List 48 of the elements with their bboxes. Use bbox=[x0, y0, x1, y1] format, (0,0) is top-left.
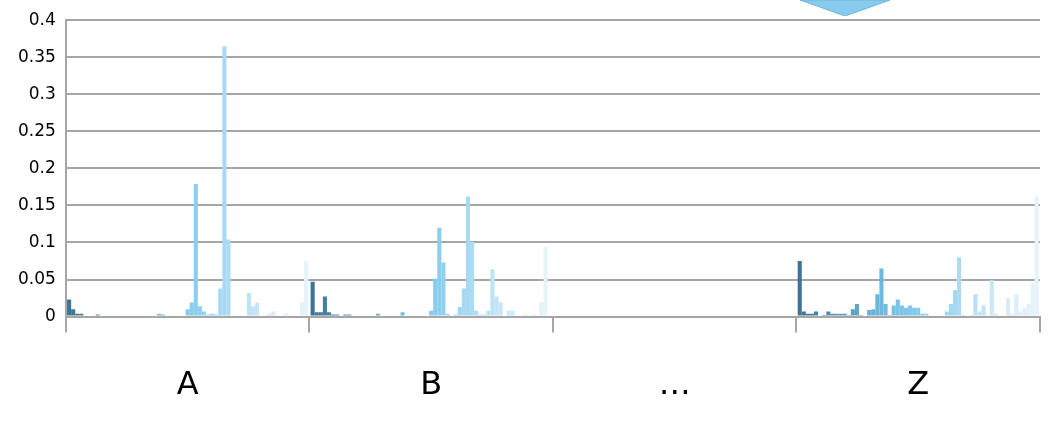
y-tick-label: 0.4 bbox=[28, 8, 56, 29]
bar bbox=[1034, 196, 1039, 316]
bar bbox=[826, 311, 831, 316]
bar bbox=[895, 299, 900, 316]
bar bbox=[271, 311, 276, 316]
y-tick-label: 0.2 bbox=[28, 156, 56, 177]
bar bbox=[1022, 307, 1027, 316]
x-tick-label: B bbox=[420, 364, 443, 403]
bar bbox=[981, 305, 986, 316]
bar bbox=[1006, 298, 1011, 316]
bar bbox=[67, 299, 72, 316]
bar bbox=[437, 227, 442, 316]
bar bbox=[1014, 294, 1019, 316]
bar bbox=[543, 246, 548, 316]
bar bbox=[193, 183, 198, 316]
bar bbox=[973, 294, 978, 316]
y-tick-label: 0.05 bbox=[17, 267, 56, 288]
y-tick-label: 0.1 bbox=[28, 230, 56, 251]
bar bbox=[222, 46, 227, 316]
bar bbox=[957, 257, 962, 316]
bar bbox=[255, 302, 260, 316]
bar bbox=[854, 304, 859, 316]
x-tick-label: … bbox=[658, 364, 691, 403]
bar bbox=[903, 307, 909, 316]
x-tick-label: Z bbox=[907, 364, 930, 403]
bar bbox=[908, 305, 913, 316]
bar bbox=[510, 310, 515, 316]
bar bbox=[989, 280, 994, 316]
bar bbox=[322, 296, 327, 316]
bar bbox=[797, 261, 802, 316]
bar bbox=[814, 311, 819, 316]
bar bbox=[465, 196, 470, 316]
x-tick-label: A bbox=[176, 364, 199, 403]
bar bbox=[304, 261, 309, 316]
bar bbox=[867, 309, 872, 316]
bar bbox=[310, 281, 315, 316]
y-tick-label: 0.35 bbox=[17, 45, 56, 66]
bar bbox=[916, 307, 921, 316]
bar bbox=[490, 269, 495, 316]
bar bbox=[879, 268, 884, 316]
y-tick-label: 0.25 bbox=[17, 119, 56, 140]
bar bbox=[912, 307, 917, 316]
bar bbox=[400, 312, 405, 316]
bar bbox=[246, 292, 251, 316]
y-tick-label: 0.15 bbox=[17, 193, 56, 214]
y-tick-label: 0.3 bbox=[28, 82, 56, 103]
y-tick-label: 0 bbox=[45, 305, 56, 326]
bar bbox=[506, 310, 511, 316]
